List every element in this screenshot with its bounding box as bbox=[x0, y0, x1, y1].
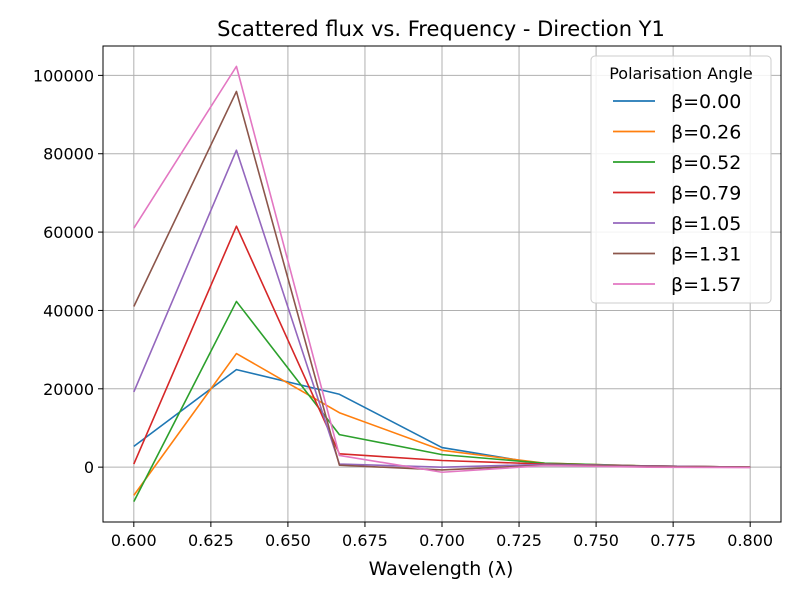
legend-label: β=1.57 bbox=[671, 274, 741, 296]
x-tick-label: 0.800 bbox=[727, 531, 773, 550]
legend-box bbox=[590, 55, 772, 304]
x-tick-label: 0.750 bbox=[573, 531, 619, 550]
legend-label: β=0.79 bbox=[671, 183, 741, 205]
series-lines bbox=[133, 65, 751, 502]
x-tick-label: 0.675 bbox=[342, 531, 388, 550]
y-tick-label: 20000 bbox=[43, 380, 94, 399]
x-tick-label: 0.625 bbox=[188, 531, 234, 550]
x-tick-label: 0.600 bbox=[111, 531, 157, 550]
x-tick-label: 0.700 bbox=[419, 531, 465, 550]
axis-ticks: 0.600 0.625 0.650 0.675 0.700 0.725 0.750 0.775… bbox=[33, 66, 773, 550]
x-tick-label: 0.725 bbox=[496, 531, 542, 550]
x-tick-label: 0.775 bbox=[650, 531, 696, 550]
legend-label: β=0.52 bbox=[671, 152, 741, 174]
y-tick-label: 80000 bbox=[43, 145, 94, 164]
legend-label: β=1.05 bbox=[671, 213, 741, 235]
legend-label: β=0.26 bbox=[671, 122, 741, 144]
x-tick-label: 0.650 bbox=[265, 531, 311, 550]
chart-title: Scattered flux vs. Frequency - Direction… bbox=[217, 17, 665, 41]
y-tick-label: 100000 bbox=[33, 66, 94, 85]
legend-title: Polarisation Angle bbox=[609, 64, 753, 83]
y-tick-label: 60000 bbox=[43, 223, 94, 242]
series-line-6 bbox=[133, 65, 751, 474]
legend-label: β=0.00 bbox=[671, 91, 741, 113]
y-tick-label: 0 bbox=[84, 458, 94, 477]
x-axis-label: Wavelength (λ) bbox=[369, 558, 514, 580]
legend-label: β=1.31 bbox=[671, 244, 741, 266]
y-tick-label: 40000 bbox=[43, 301, 94, 320]
legend: Polarisation Angle β=0.00 β=0.26 β=0.52 β=0.… bbox=[590, 55, 772, 304]
